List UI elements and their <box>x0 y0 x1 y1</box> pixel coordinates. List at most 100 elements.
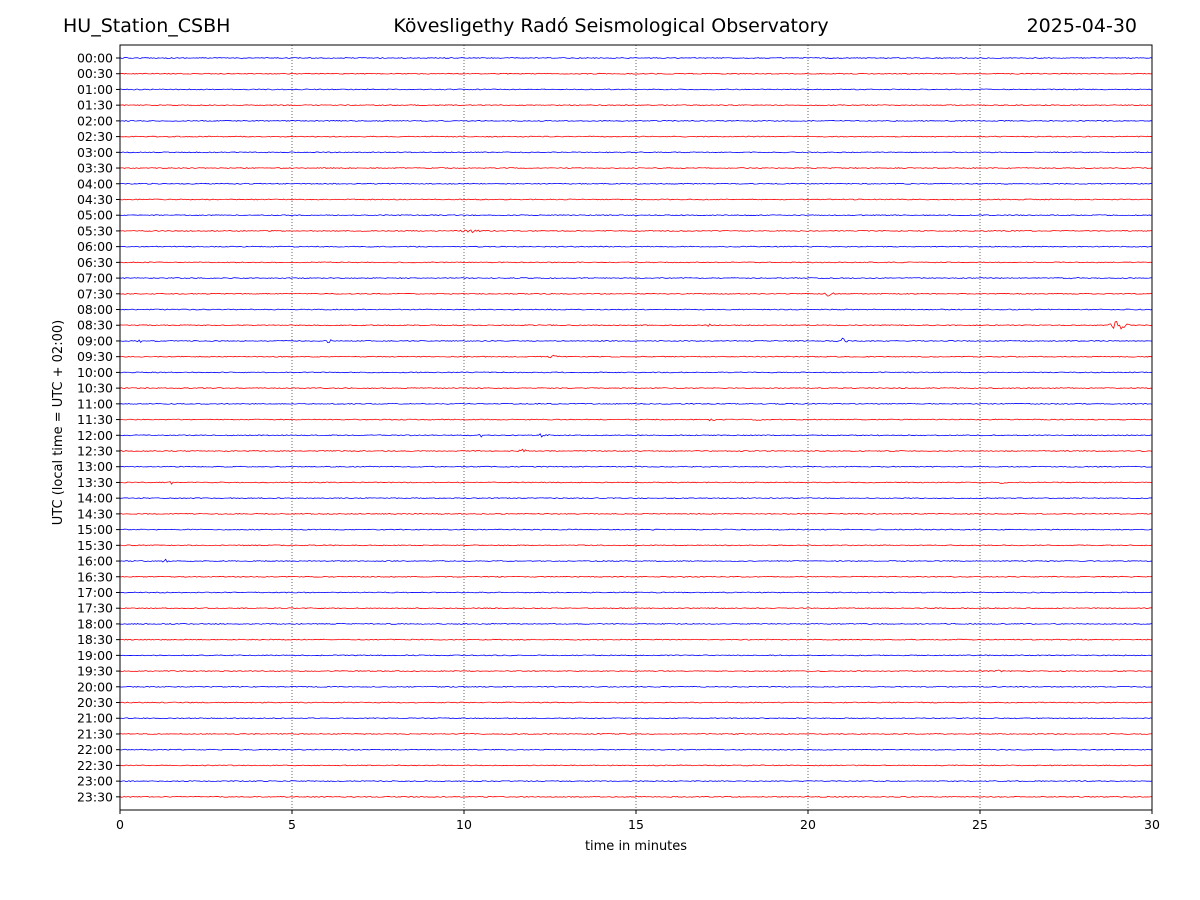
y-tick-label: 11:30 <box>77 412 113 427</box>
trace-1400 <box>119 497 1153 500</box>
y-axis-label: UTC (local time = UTC + 02:00) <box>51 320 66 525</box>
trace-0330 <box>119 167 1153 169</box>
trace-1730 <box>119 607 1153 610</box>
trace-0000 <box>119 57 1153 59</box>
trace-1900 <box>119 654 1153 657</box>
trace-1800 <box>119 623 1153 625</box>
y-tick-label: 19:30 <box>77 664 113 679</box>
y-tick-label: 03:30 <box>77 161 113 176</box>
trace-0400 <box>119 182 1153 185</box>
trace-1700 <box>119 591 1153 594</box>
y-tick-label: 04:30 <box>77 192 113 207</box>
chart-date: 2025-04-30 <box>1026 15 1137 37</box>
trace-0230 <box>119 135 1153 138</box>
y-tick-label: 15:30 <box>77 538 113 553</box>
y-tick-label: 08:30 <box>77 318 113 333</box>
y-tick-label: 11:00 <box>77 396 113 411</box>
y-tick-label: 17:30 <box>77 601 113 616</box>
y-tick-label: 07:30 <box>77 286 113 301</box>
trace-2130 <box>119 733 1153 735</box>
trace-1130 <box>119 418 1153 422</box>
y-tick-label: 01:30 <box>77 98 113 113</box>
y-tick-label: 16:00 <box>77 554 113 569</box>
trace-0100 <box>119 88 1153 91</box>
trace-0200 <box>119 119 1153 122</box>
trace-0500 <box>119 214 1153 217</box>
trace-0630 <box>119 261 1153 264</box>
y-tick-label: 22:30 <box>77 758 113 773</box>
station-name: HU_Station_CSBH <box>63 15 231 37</box>
y-tick-label: 07:00 <box>77 271 113 286</box>
trace-1000 <box>119 371 1153 374</box>
y-tick-label: 04:00 <box>77 176 113 191</box>
y-tick-label: 20:00 <box>77 679 113 694</box>
trace-0830 <box>119 320 1153 330</box>
y-tick-label: 05:30 <box>77 223 113 238</box>
trace-1830 <box>119 638 1153 641</box>
y-tick-label: 14:00 <box>77 491 113 506</box>
trace-1100 <box>119 402 1153 405</box>
trace-1330 <box>119 481 1153 485</box>
y-tick-label: 09:00 <box>77 333 113 348</box>
trace-1230 <box>119 448 1153 453</box>
trace-2230 <box>119 764 1153 767</box>
y-tick-label: 03:00 <box>77 145 113 160</box>
trace-1600 <box>119 558 1153 563</box>
trace-2000 <box>119 685 1153 688</box>
chart-title: Kövesligethy Radó Seismological Observat… <box>393 15 829 37</box>
y-tick-label: 10:00 <box>77 365 113 380</box>
trace-1200 <box>119 433 1153 438</box>
trace-1300 <box>119 465 1153 468</box>
x-tick-label: 30 <box>1144 817 1160 832</box>
trace-0600 <box>119 245 1153 248</box>
trace-2330 <box>119 795 1153 798</box>
x-tick-label: 15 <box>628 817 644 832</box>
trace-1530 <box>119 544 1153 547</box>
y-tick-label: 22:00 <box>77 742 113 757</box>
y-tick-label: 16:30 <box>77 569 113 584</box>
y-tick-label: 09:30 <box>77 349 113 364</box>
trace-0530 <box>119 229 1153 234</box>
y-tick-label: 13:30 <box>77 475 113 490</box>
y-tick-label: 21:30 <box>77 726 113 741</box>
y-tick-label: 13:00 <box>77 459 113 474</box>
y-tick-label: 23:00 <box>77 774 113 789</box>
y-tick-label: 01:00 <box>77 82 113 97</box>
trace-0300 <box>119 151 1153 154</box>
y-tick-label: 06:00 <box>77 239 113 254</box>
y-tick-label: 15:00 <box>77 522 113 537</box>
trace-0800 <box>119 308 1153 311</box>
x-tick-label: 0 <box>116 817 124 832</box>
y-tick-label: 19:00 <box>77 648 113 663</box>
y-tick-label: 06:30 <box>77 255 113 270</box>
trace-0430 <box>119 198 1153 201</box>
x-tick-label: 20 <box>800 817 816 832</box>
trace-1930 <box>119 669 1153 673</box>
x-tick-label: 25 <box>972 817 988 832</box>
trace-1430 <box>119 512 1153 515</box>
trace-0930 <box>119 354 1153 359</box>
trace-2100 <box>119 717 1153 720</box>
x-axis-label: time in minutes <box>585 839 687 854</box>
y-tick-label: 00:30 <box>77 66 113 81</box>
y-tick-label: 18:00 <box>77 616 113 631</box>
y-tick-label: 23:30 <box>77 789 113 804</box>
y-tick-label: 10:30 <box>77 381 113 396</box>
trace-0730 <box>119 292 1153 297</box>
x-tick-label: 5 <box>288 817 296 832</box>
y-tick-label: 12:00 <box>77 428 113 443</box>
trace-1630 <box>119 575 1153 578</box>
y-tick-label: 18:30 <box>77 632 113 647</box>
trace-0700 <box>119 276 1153 280</box>
y-tick-label: 14:30 <box>77 506 113 521</box>
trace-2300 <box>119 780 1153 783</box>
y-tick-label: 20:30 <box>77 695 113 710</box>
x-tick-label: 10 <box>456 817 472 832</box>
trace-0130 <box>119 104 1153 107</box>
y-tick-label: 21:00 <box>77 711 113 726</box>
y-tick-label: 17:00 <box>77 585 113 600</box>
y-tick-label: 12:30 <box>77 444 113 459</box>
y-tick-label: 00:00 <box>77 51 113 66</box>
trace-0030 <box>119 72 1153 75</box>
